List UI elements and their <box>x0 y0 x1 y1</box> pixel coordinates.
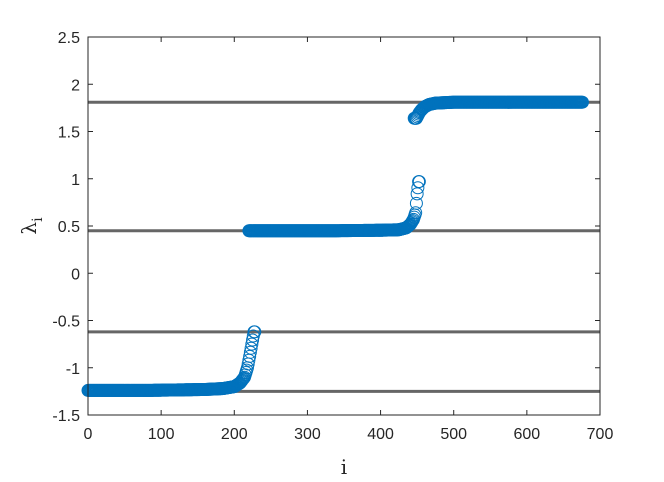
data-point <box>246 333 260 347</box>
data-point <box>409 206 423 220</box>
x-tick-label: 700 <box>587 426 614 443</box>
x-ticks: 0 100 200 300 400 500 600 700 <box>84 37 614 443</box>
data-point <box>235 374 249 388</box>
x-tick-label: 300 <box>294 426 321 443</box>
y-tick-label: -1.5 <box>52 408 80 425</box>
data-point <box>244 341 258 355</box>
x-tick-label: 400 <box>367 426 394 443</box>
data-point <box>575 95 589 109</box>
y-tick-label: 2 <box>71 77 80 94</box>
y-tick-label: 1.5 <box>58 125 80 142</box>
x-tick-label: 200 <box>221 426 248 443</box>
y-tick-label: 0 <box>71 266 80 283</box>
data-point <box>409 196 423 210</box>
y-tick-label: 0.5 <box>58 219 80 236</box>
data-point <box>411 181 425 195</box>
x-tick-label: 600 <box>514 426 541 443</box>
data-point <box>412 175 426 189</box>
x-tick-label: 100 <box>148 426 175 443</box>
x-tick-label: 0 <box>84 426 93 443</box>
y-axis-label-main: λ <box>17 222 41 235</box>
y-tick-label: -1 <box>66 361 80 378</box>
y-axis-label: λi <box>17 217 46 235</box>
y-ticks: -1.5 -1 -0.5 0 0.5 1 1.5 2 2.5 <box>52 30 600 425</box>
data-point <box>248 325 262 339</box>
y-tick-label: 2.5 <box>58 30 80 47</box>
x-axis-label: i <box>341 455 347 479</box>
data-points <box>81 95 589 397</box>
y-axis-label-sub: i <box>30 217 46 222</box>
y-tick-label: 1 <box>71 172 80 189</box>
data-point <box>243 345 257 359</box>
data-point <box>245 337 259 351</box>
x-tick-label: 500 <box>440 426 467 443</box>
y-tick-label: -0.5 <box>52 314 80 331</box>
data-point <box>243 349 257 363</box>
